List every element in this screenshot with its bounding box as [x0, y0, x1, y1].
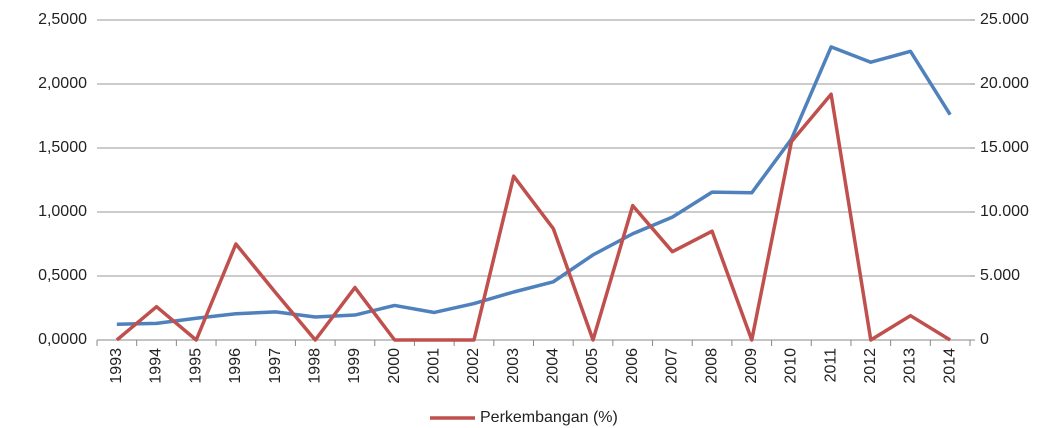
x-tick-label: 2010 — [783, 348, 800, 384]
x-tick-label: 2009 — [743, 348, 760, 384]
y2-tick-label: 0 — [980, 331, 989, 348]
y2-tick-label: 15.000 — [980, 139, 1029, 156]
y2-tick-label: 10.000 — [980, 203, 1029, 220]
x-tick-label: 1998 — [306, 348, 323, 384]
y2-tick-label: 25.000 — [980, 11, 1029, 28]
y2-tick-label: 20.000 — [980, 75, 1029, 92]
y-tick-label: 1,0000 — [38, 203, 87, 220]
y-tick-label: 0,0000 — [38, 331, 87, 348]
x-tick-label: 1994 — [148, 348, 165, 384]
y-tick-label: 2,5000 — [38, 11, 87, 28]
line-series — [115, 92, 952, 342]
x-tick-label: 1995 — [187, 348, 204, 384]
x-tick-label: 2008 — [703, 348, 720, 384]
x-tick-label: 2001 — [426, 348, 443, 384]
y-tick-label: 0,5000 — [38, 267, 87, 284]
x-tick-label: 2006 — [624, 348, 641, 384]
y-tick-label: 2,0000 — [38, 75, 87, 92]
line-series — [116, 45, 952, 327]
legend-label: Perkembangan (%) — [480, 409, 618, 426]
x-tick-label: 2003 — [505, 348, 522, 384]
x-tick-label: 2013 — [902, 348, 919, 384]
x-tick-label: 1996 — [227, 348, 244, 384]
x-tick-label: 1999 — [346, 348, 363, 384]
x-tick-label: 2005 — [584, 348, 601, 384]
x-tick-label: 1997 — [267, 348, 284, 384]
y2-tick-label: 5.000 — [980, 267, 1020, 284]
x-tick-label: 2000 — [386, 348, 403, 384]
x-tick-label: 1993 — [108, 348, 125, 384]
x-tick-label: 2014 — [941, 348, 958, 384]
x-tick-label: 2007 — [664, 348, 681, 384]
x-tick-label: 2011 — [822, 348, 839, 383]
x-tick-label: 2002 — [465, 348, 482, 384]
x-tick-label: 2012 — [862, 348, 879, 384]
x-tick-label: 2004 — [545, 348, 562, 384]
y-tick-label: 1,5000 — [38, 139, 87, 156]
